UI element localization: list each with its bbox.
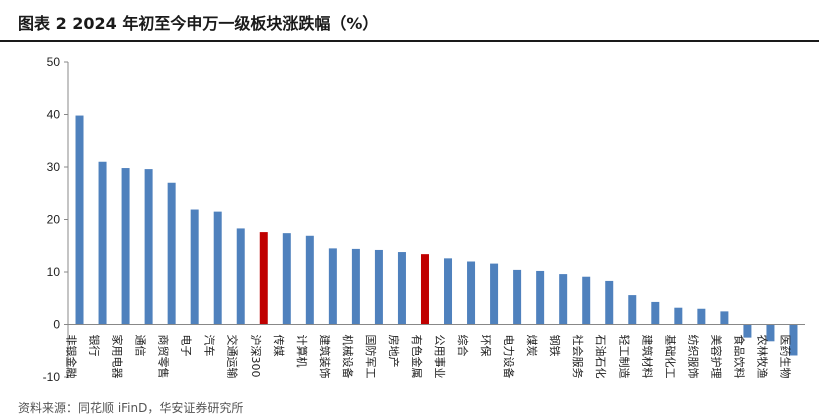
category-label: 轻工制造 — [617, 335, 631, 379]
category-label: 电子 — [180, 335, 193, 357]
bar-8 — [236, 228, 245, 325]
category-label: 汽车 — [203, 335, 217, 357]
category-label: 电力设备 — [502, 335, 516, 379]
bar-19 — [490, 263, 499, 325]
category-label: 非银金融 — [65, 335, 79, 379]
category-label: 商贸零售 — [157, 335, 171, 379]
chart-title: 图表 2 2024 年初至今申万一级板块涨跌幅（%） — [18, 14, 379, 33]
category-label: 综合 — [456, 335, 470, 357]
bar-25 — [628, 295, 637, 325]
category-label: 钢铁 — [548, 335, 561, 357]
bar-3 — [121, 168, 130, 325]
category-label: 沪深300 — [249, 335, 263, 378]
category-label: 家用电器 — [111, 335, 125, 379]
bar-22 — [559, 274, 568, 325]
bar-chart: -10 0 10 20 30 40 50 非银金融 银行 家用电器 通信 商贸零售 电子 汽车 交通运输沪… — [43, 55, 805, 384]
bar-4 — [144, 169, 153, 325]
category-label: 食品饮料 — [732, 335, 746, 379]
category-label: 建筑材料 — [640, 335, 654, 379]
bar-10 — [282, 233, 291, 325]
y-tick-label: 20 — [47, 213, 61, 227]
bar-15 — [397, 252, 406, 325]
bar-29 — [720, 311, 729, 325]
bar-2 — [98, 161, 107, 325]
bar-14 — [374, 249, 383, 325]
bars — [75, 115, 798, 356]
bar-30 — [743, 324, 752, 338]
bar-23 — [582, 276, 591, 325]
category-label: 机械设备 — [341, 335, 355, 379]
category-labels: 非银金融 银行 家用电器 通信 商贸零售 电子 汽车 交通运输 沪深300 传媒 计算机 建筑装饰 机械… — [65, 335, 793, 379]
bar-1 — [75, 115, 84, 325]
y-tick-label: 30 — [47, 160, 61, 174]
bar-12 — [328, 248, 337, 325]
bar-20 — [513, 269, 522, 325]
category-label: 煤炭 — [525, 335, 538, 357]
category-label: 有色金属 — [410, 335, 424, 379]
title-divider — [0, 40, 819, 42]
category-label: 房地产 — [387, 335, 401, 368]
bar-17 — [444, 258, 453, 325]
bar-21 — [536, 270, 545, 325]
category-label: 农林牧渔 — [755, 335, 769, 379]
y-tick-label: 50 — [47, 55, 61, 69]
source-note: 资料来源：同花顺 iFinD，华安证券研究所 — [18, 401, 244, 415]
bar-13 — [351, 248, 360, 325]
category-label: 银行 — [88, 335, 102, 357]
y-tick-label: 0 — [53, 318, 60, 332]
bar-28 — [697, 308, 706, 325]
y-tick-label: 10 — [47, 265, 61, 279]
bar-6 — [190, 209, 199, 325]
bar-9 — [259, 232, 268, 325]
category-label: 环保 — [479, 335, 493, 357]
category-label: 交通运输 — [226, 335, 240, 379]
bar-26 — [651, 301, 660, 325]
bar-32 — [789, 324, 798, 356]
category-label: 通信 — [134, 335, 147, 357]
y-tick-label: 40 — [47, 108, 61, 122]
category-label: 传媒 — [272, 335, 285, 357]
category-label: 医药生物 — [778, 335, 792, 379]
category-label: 美容护理 — [709, 335, 723, 379]
bar-5 — [167, 182, 176, 325]
y-axis: -10 0 10 20 30 40 50 — [43, 55, 69, 384]
bar-11 — [305, 235, 314, 325]
category-label: 基础化工 — [663, 335, 677, 379]
bar-18 — [467, 261, 476, 325]
y-tick-label: -10 — [43, 370, 61, 384]
bar-16 — [420, 254, 429, 325]
category-label: 纺织服饰 — [686, 335, 700, 379]
category-label: 社会服务 — [571, 335, 585, 379]
bar-27 — [674, 307, 683, 325]
bar-7 — [213, 211, 222, 325]
bar-31 — [766, 324, 775, 342]
category-label: 石油石化 — [594, 335, 608, 379]
bar-24 — [605, 280, 614, 325]
category-label: 公用事业 — [433, 335, 446, 379]
category-label: 计算机 — [295, 335, 309, 368]
category-label: 建筑装饰 — [318, 335, 332, 379]
category-label: 国防军工 — [364, 335, 378, 379]
